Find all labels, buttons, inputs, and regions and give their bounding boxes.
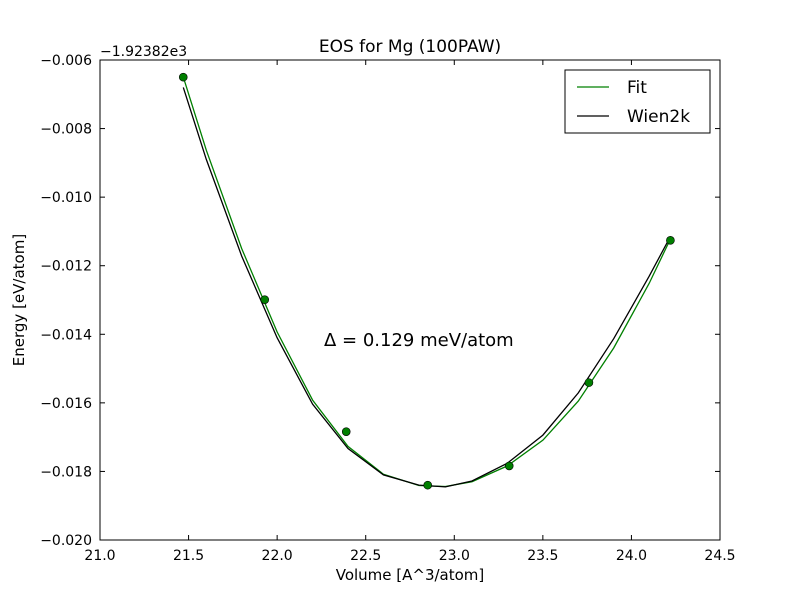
series-line-wien2k (182, 87, 671, 488)
data-point (584, 378, 594, 387)
data-point (260, 295, 270, 304)
axes-frame (99, 59, 721, 541)
delta-annotation: Δ = 0.129 meV/atom (324, 330, 514, 351)
y-tick-label: −0.020 (40, 533, 92, 549)
data-point (341, 427, 351, 436)
x-tick-label: 23.0 (439, 548, 470, 564)
legend-box (564, 69, 711, 134)
y-tick-label: −0.012 (40, 259, 92, 275)
y-tick-label: −0.010 (40, 190, 92, 206)
x-tick-label: 22.0 (262, 548, 293, 564)
plot-area (178, 72, 675, 490)
x-tick-label: 21.5 (173, 548, 204, 564)
y-tick-label: −0.006 (40, 53, 92, 69)
x-tick-label: 21.0 (84, 548, 115, 564)
data-point (666, 236, 675, 245)
x-axis: 21.0 21.5 22.0 22.5 23.0 23.5 24.0 24.5 (84, 60, 736, 564)
x-axis-label: Volume [A^3/atom] (336, 566, 485, 584)
y-axis: −0.020 −0.018 −0.016 −0.014 −0.012 −0.010 −0.0… (40, 53, 720, 549)
legend-wien2k-label: Wien2k (627, 107, 690, 127)
data-point (504, 461, 514, 471)
data-point (423, 480, 433, 490)
chart-title: EOS for Mg (100PAW) (319, 37, 501, 57)
x-tick-label: 22.5 (350, 548, 381, 564)
y-tick-label: −0.014 (40, 327, 92, 343)
x-tick-label: 24.0 (616, 548, 647, 564)
y-tick-label: −0.018 (40, 464, 92, 480)
x-tick-label: 23.5 (527, 548, 558, 564)
x-tick-label: 24.5 (704, 548, 735, 564)
data-point (178, 72, 188, 82)
y-axis-label: Energy [eV/atom] (10, 234, 28, 366)
y-offset-label: −1.92382e3 (100, 44, 187, 60)
legend: Fit Wien2k (564, 69, 711, 134)
y-tick-label: −0.008 (40, 122, 92, 138)
y-tick-label: −0.016 (40, 396, 92, 412)
legend-fit-label: Fit (627, 78, 647, 98)
